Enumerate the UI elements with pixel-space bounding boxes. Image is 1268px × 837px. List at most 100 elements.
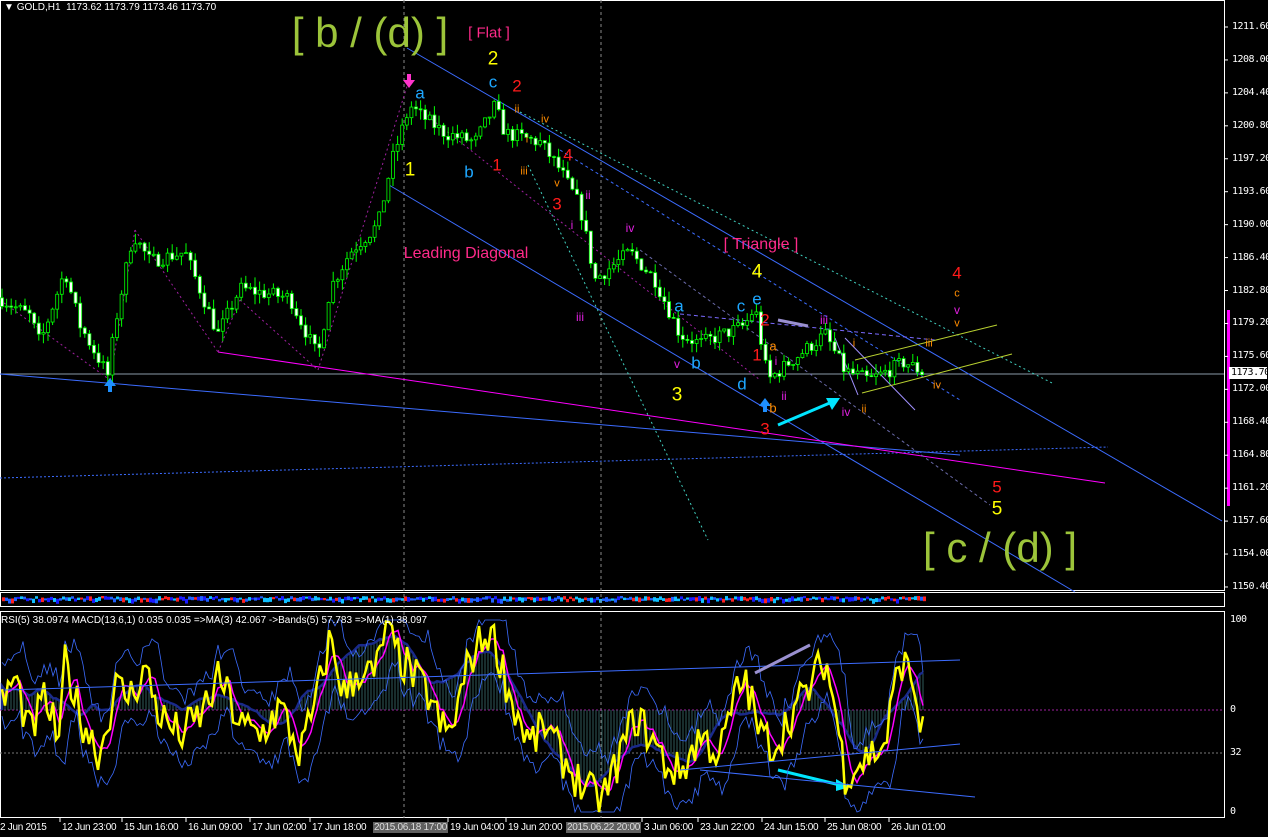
wave-label[interactable]: [ b / (d) ]: [291, 9, 449, 56]
wave-label[interactable]: iv: [541, 113, 549, 126]
strip-bar: [668, 597, 671, 602]
wave-label[interactable]: a: [415, 83, 425, 103]
wave-label[interactable]: 3: [552, 194, 562, 214]
wave-label[interactable]: 3: [760, 419, 770, 439]
wave-label[interactable]: iii: [820, 313, 828, 327]
bear-candle: [36, 322, 41, 335]
wave-label[interactable]: e: [752, 289, 762, 309]
wave-label[interactable]: iv: [841, 405, 851, 419]
strip-bar: [293, 597, 296, 602]
wave-label[interactable]: 2: [760, 310, 770, 330]
wave-label[interactable]: [ c / (d) ]: [922, 524, 1078, 571]
wave-label[interactable]: b: [691, 353, 701, 373]
wave-label[interactable]: Leading Diagonal: [403, 245, 529, 262]
strip-bar: [311, 597, 314, 602]
strip-bar: [554, 597, 557, 601]
bull-candle: [115, 318, 119, 338]
price-tick-label: 1211.60: [1232, 21, 1268, 32]
channel-upper: [854, 324, 998, 361]
wave-label[interactable]: b: [464, 162, 474, 182]
wave-label[interactable]: 2: [512, 76, 522, 96]
strip-bar: [167, 596, 170, 601]
wave-label[interactable]: 4: [751, 261, 763, 283]
bear-candle: [644, 269, 648, 273]
bull-candle: [55, 293, 60, 310]
strip-bar: [914, 596, 917, 601]
bull-candle: [101, 361, 106, 364]
wave-label[interactable]: ii: [781, 389, 787, 403]
wave-label[interactable]: [ Triangle ]: [723, 236, 799, 253]
bear-candle: [418, 108, 423, 111]
wave-label[interactable]: v: [554, 177, 560, 190]
wave-label[interactable]: 2: [487, 48, 499, 70]
wave-label[interactable]: 1: [752, 345, 762, 365]
wave-label[interactable]: [ Flat ]: [468, 24, 510, 42]
strip-bar: [920, 596, 923, 601]
strip-bar: [218, 598, 221, 602]
wave-label[interactable]: iv: [933, 379, 941, 392]
time-tick-label: 2015.06.18 17:00: [373, 822, 449, 833]
bull-candle: [220, 318, 225, 332]
strip-bar: [296, 597, 299, 602]
wave-label[interactable]: i: [525, 133, 529, 146]
strip-bar: [257, 597, 260, 601]
strip-bar: [875, 598, 878, 603]
bull-candle: [906, 364, 911, 368]
wave-label[interactable]: i: [774, 354, 778, 368]
strip-bar: [641, 598, 644, 601]
wave-label[interactable]: 4: [952, 263, 962, 283]
strip-bar: [671, 596, 674, 602]
wave-label[interactable]: v: [954, 317, 960, 330]
wave-label[interactable]: c: [954, 287, 960, 300]
strip-bar: [701, 598, 704, 603]
wave-label[interactable]: a: [769, 338, 777, 354]
wave-label[interactable]: ii: [585, 188, 591, 202]
trendline-magenta: [217, 351, 1106, 484]
strip-bar: [386, 597, 389, 603]
arrow-up-icon: [759, 398, 771, 412]
strip-bar: [389, 598, 392, 603]
wave-label[interactable]: i: [852, 337, 856, 350]
wave-label[interactable]: iii: [925, 337, 933, 350]
wave-label[interactable]: iv: [625, 221, 635, 235]
wave-label[interactable]: ii: [514, 103, 520, 116]
wave-label[interactable]: 5: [992, 477, 1002, 497]
trendline-gray-dashed: [639, 249, 991, 506]
wave-label[interactable]: v: [674, 357, 680, 371]
strip-bar: [431, 596, 434, 602]
wave-label[interactable]: 1: [404, 159, 416, 181]
dropdown-triangle-icon[interactable]: ▼: [4, 2, 14, 13]
oscillator-trendlines[interactable]: [4, 643, 976, 798]
high-value: 1173.79: [104, 2, 140, 13]
bear-candle: [501, 109, 506, 135]
price-range-bar: [1227, 310, 1230, 506]
wave-label[interactable]: a: [674, 296, 684, 316]
strip-bar: [548, 596, 551, 601]
bear-candle: [0, 297, 4, 307]
wave-label[interactable]: d: [737, 374, 747, 394]
trendlines[interactable]: [0, 47, 1223, 593]
wave-label[interactable]: 1: [492, 155, 502, 175]
wave-label[interactable]: c: [488, 72, 498, 92]
wave-label[interactable]: ii: [861, 403, 867, 416]
bull-candle: [791, 364, 796, 366]
strip-bar: [473, 598, 476, 601]
strip-bar: [392, 598, 395, 603]
wave-label[interactable]: 5: [991, 498, 1003, 520]
wave-label[interactable]: 4: [563, 145, 573, 165]
strip-bar: [680, 596, 683, 600]
wave-label[interactable]: iii: [576, 310, 584, 324]
wave-label[interactable]: b: [769, 400, 777, 416]
bear-candle: [713, 335, 717, 343]
wave-label[interactable]: 3: [671, 384, 683, 406]
wave-label[interactable]: i: [570, 218, 574, 232]
strip-bar: [851, 597, 854, 602]
bear-candle: [740, 322, 745, 326]
wave-label[interactable]: iii: [520, 165, 528, 178]
strip-bar: [89, 596, 92, 601]
wave-label[interactable]: c: [736, 296, 746, 316]
time-tick-label: 2015.06.22 20:00: [566, 822, 642, 833]
wave-label[interactable]: v: [954, 303, 960, 317]
strip-bar: [557, 596, 560, 600]
